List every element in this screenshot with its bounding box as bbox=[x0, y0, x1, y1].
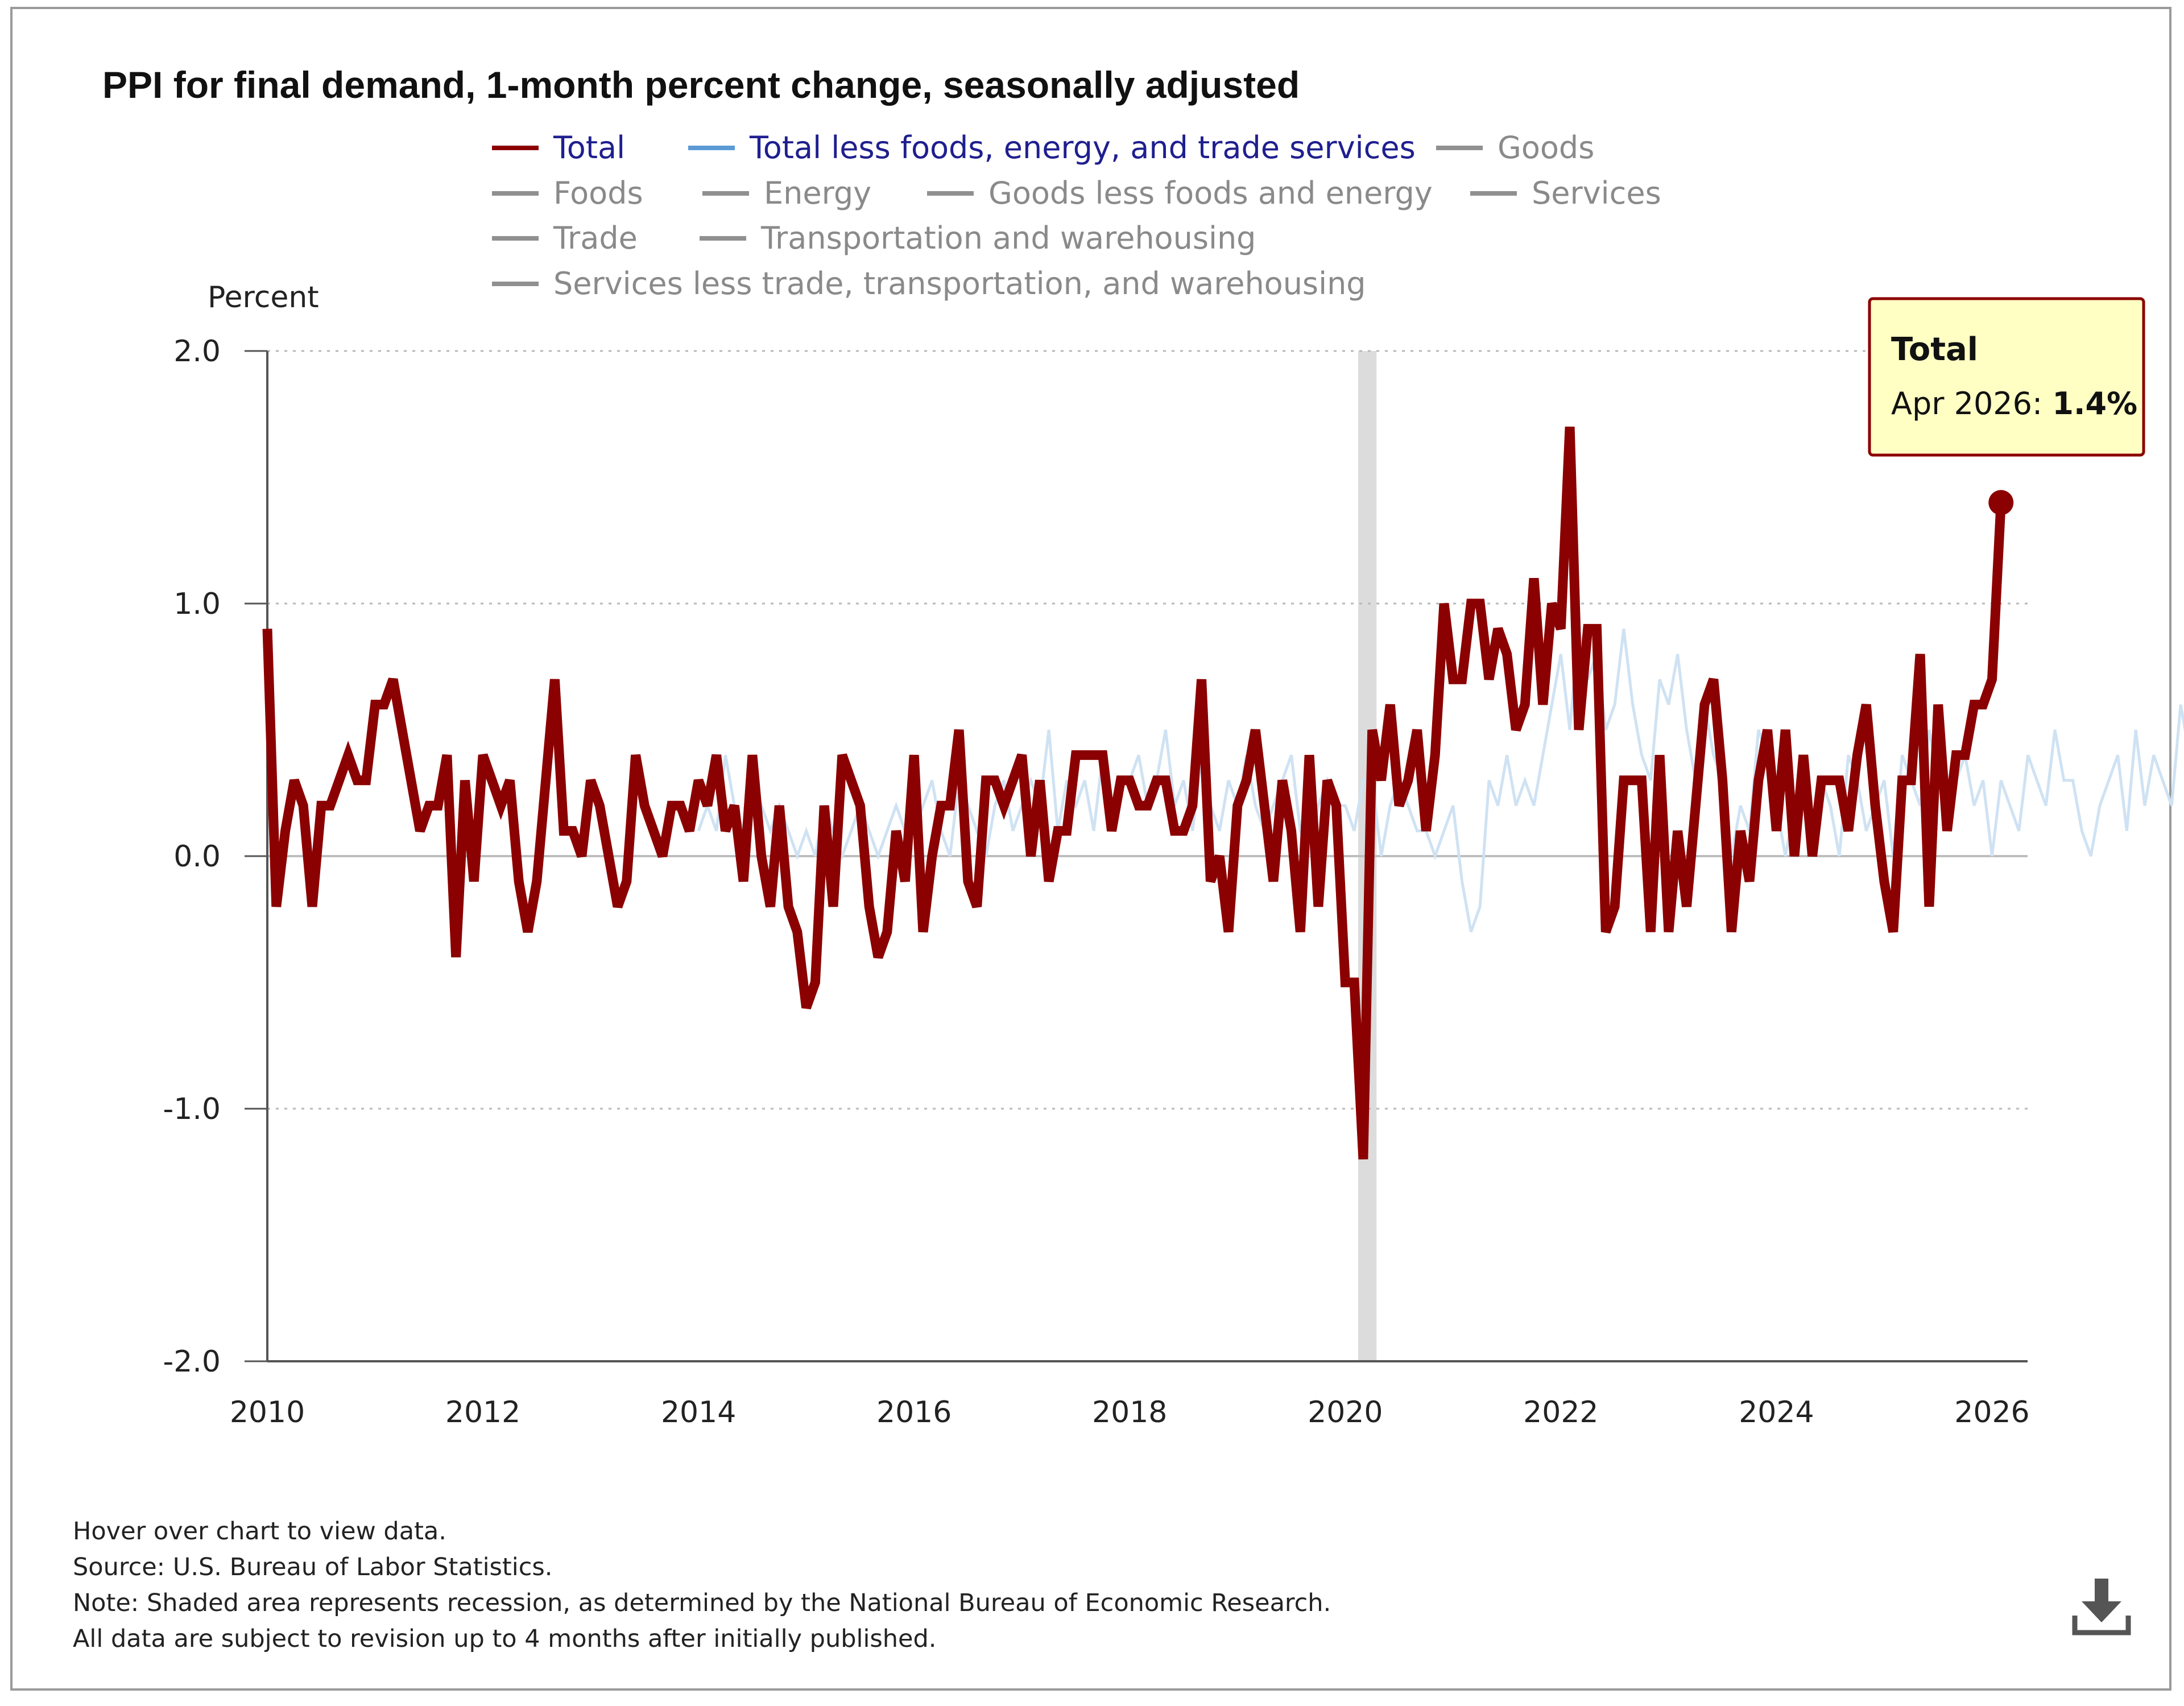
tooltip-series: Total bbox=[1891, 331, 1978, 368]
legend-label: Goods less foods and energy bbox=[988, 175, 1433, 211]
legend-item-6[interactable]: Services bbox=[1470, 175, 1661, 211]
y-tick-label: 0.0 bbox=[173, 840, 221, 874]
legend-item-5[interactable]: Goods less foods and energy bbox=[927, 175, 1433, 211]
legend[interactable]: Total Total less foods, energy, and trade… bbox=[492, 130, 1661, 301]
chart-title: PPI for final demand, 1-month percent ch… bbox=[102, 64, 1300, 106]
legend-item-2[interactable]: Goods bbox=[1436, 130, 1594, 166]
legend-item-4[interactable]: Energy bbox=[702, 175, 871, 211]
legend-item-0[interactable]: Total bbox=[492, 130, 625, 166]
legend-item-1[interactable]: Total less foods, energy, and trade serv… bbox=[688, 130, 1416, 166]
y-tick-label: 1.0 bbox=[173, 587, 221, 621]
tooltip-value: 1.4% bbox=[2052, 386, 2137, 422]
tooltip-colon: : bbox=[2032, 386, 2052, 422]
series-line-0[interactable] bbox=[262, 426, 2006, 1160]
x-tick-label: 2026 bbox=[1954, 1395, 2029, 1430]
x-tick-label: 2012 bbox=[445, 1395, 520, 1430]
legend-item-8[interactable]: Transportation and warehousing bbox=[700, 220, 1256, 256]
legend-item-9[interactable]: Services less trade, transportation, and… bbox=[492, 266, 1366, 301]
y-tick-label: -2.0 bbox=[163, 1345, 221, 1379]
x-tick-label: 2022 bbox=[1523, 1395, 1598, 1430]
tooltip-box bbox=[1868, 297, 2145, 457]
y-tick-label: 2.0 bbox=[173, 334, 221, 369]
legend-label: Transportation and warehousing bbox=[760, 220, 1256, 256]
download-button[interactable] bbox=[2070, 1576, 2133, 1638]
y-axis-label: Percent bbox=[208, 280, 319, 315]
legend-label: Total less foods, energy, and trade serv… bbox=[749, 130, 1416, 166]
tooltip-date: Apr 2026 bbox=[1891, 386, 2032, 422]
footnote-2: Note: Shaded area represents recession, … bbox=[73, 1589, 1331, 1617]
legend-label: Services less trade, transportation, and… bbox=[553, 266, 1366, 301]
legend-label: Trade bbox=[553, 220, 638, 256]
legend-item-3[interactable]: Foods bbox=[492, 175, 643, 211]
footnote-3: All data are subject to revision up to 4… bbox=[73, 1625, 936, 1653]
y-tick-label: -1.0 bbox=[163, 1092, 221, 1126]
x-tick-label: 2016 bbox=[876, 1395, 952, 1430]
legend-label: Total bbox=[553, 130, 625, 166]
highlight-point[interactable] bbox=[1988, 490, 2014, 515]
legend-label: Goods bbox=[1498, 130, 1594, 166]
tooltip: Total Apr 2026: 1.4% bbox=[1868, 297, 2145, 457]
legend-label: Services bbox=[1532, 175, 1661, 211]
legend-item-7[interactable]: Trade bbox=[492, 220, 638, 256]
download-icon bbox=[2072, 1579, 2131, 1635]
x-tick-label: 2010 bbox=[230, 1395, 305, 1430]
axes-layer: 2.0 1.0 0.0 -1.0 -2.0 2010 2012 2014 2016 2018 202… bbox=[163, 334, 2030, 1430]
x-tick-label: 2018 bbox=[1092, 1395, 1167, 1430]
legend-label: Foods bbox=[553, 175, 643, 211]
series-layer[interactable] bbox=[262, 426, 2184, 1160]
footnotes: Hover over chart to view data. Source: U.… bbox=[73, 1517, 1331, 1653]
x-tick-label: 2024 bbox=[1739, 1395, 1814, 1430]
x-tick-label: 2020 bbox=[1308, 1395, 1383, 1430]
legend-label: Energy bbox=[764, 175, 871, 211]
footnote-1: Source: U.S. Bureau of Labor Statistics. bbox=[73, 1553, 552, 1581]
footnote-0: Hover over chart to view data. bbox=[73, 1517, 446, 1546]
x-tick-label: 2014 bbox=[661, 1395, 736, 1430]
tooltip-line: Apr 2026: 1.4% bbox=[1891, 386, 2137, 422]
